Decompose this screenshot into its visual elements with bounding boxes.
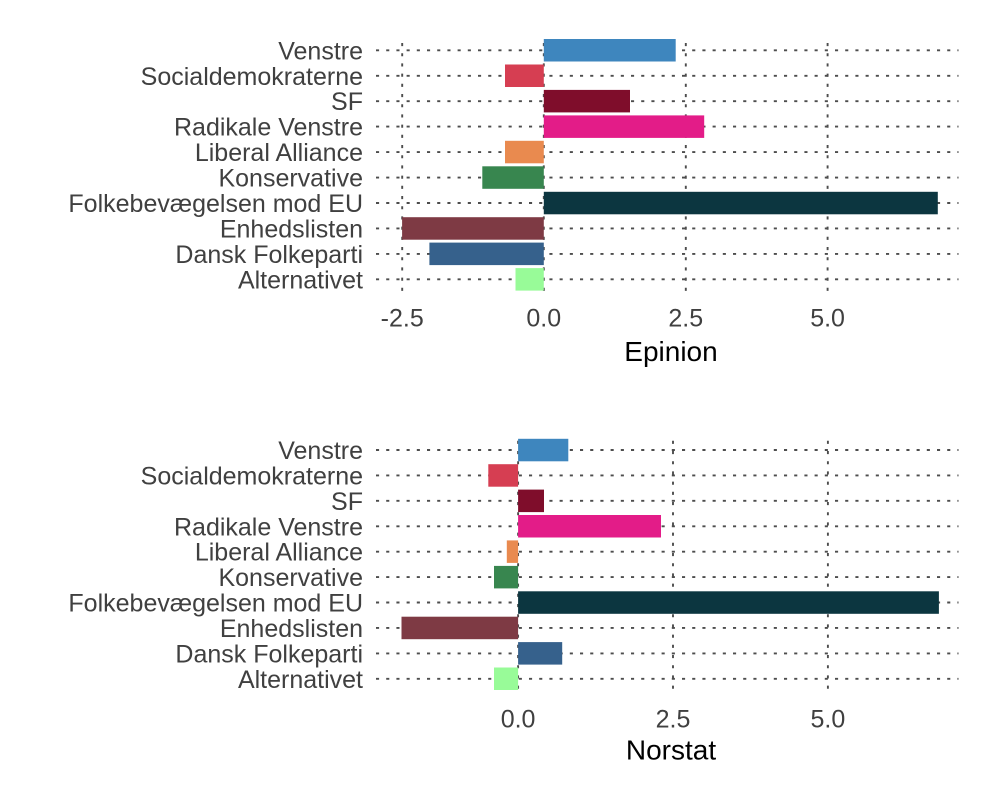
svg-text:2.5: 2.5 xyxy=(668,305,703,333)
svg-text:2.5: 2.5 xyxy=(656,705,691,733)
svg-text:Konservative: Konservative xyxy=(218,564,363,592)
svg-text:Folkebevægelsen mod EU: Folkebevægelsen mod EU xyxy=(68,590,363,618)
svg-text:Liberal Alliance: Liberal Alliance xyxy=(195,539,363,567)
svg-text:Enhedslisten: Enhedslisten xyxy=(220,215,363,243)
svg-text:Dansk Folkeparti: Dansk Folkeparti xyxy=(175,640,363,668)
svg-text:Radikale Venstre: Radikale Venstre xyxy=(174,114,363,142)
svg-text:Liberal Alliance: Liberal Alliance xyxy=(195,139,363,167)
svg-text:Alternativet: Alternativet xyxy=(238,266,363,294)
svg-text:0.0: 0.0 xyxy=(526,305,561,333)
svg-text:Dansk Folkeparti: Dansk Folkeparti xyxy=(175,241,363,269)
svg-text:5.0: 5.0 xyxy=(810,305,845,333)
svg-text:5.0: 5.0 xyxy=(811,705,846,733)
svg-text:Epinion: Epinion xyxy=(624,336,717,367)
svg-text:Alternativet: Alternativet xyxy=(238,666,363,694)
svg-text:SF: SF xyxy=(331,488,363,516)
svg-text:Folkebevægelsen mod EU: Folkebevægelsen mod EU xyxy=(68,190,363,218)
svg-text:0.0: 0.0 xyxy=(501,705,536,733)
svg-text:-2.5: -2.5 xyxy=(381,305,424,333)
svg-text:Enhedslisten: Enhedslisten xyxy=(220,615,363,643)
svg-text:Socialdemokraterne: Socialdemokraterne xyxy=(141,462,363,490)
svg-text:Norstat: Norstat xyxy=(626,735,716,766)
svg-text:Konservative: Konservative xyxy=(218,165,363,193)
svg-text:Venstre: Venstre xyxy=(278,437,363,465)
svg-text:SF: SF xyxy=(331,88,363,116)
svg-text:Radikale Venstre: Radikale Venstre xyxy=(174,513,363,541)
svg-text:Venstre: Venstre xyxy=(278,37,363,65)
svg-text:Socialdemokraterne: Socialdemokraterne xyxy=(141,63,363,91)
